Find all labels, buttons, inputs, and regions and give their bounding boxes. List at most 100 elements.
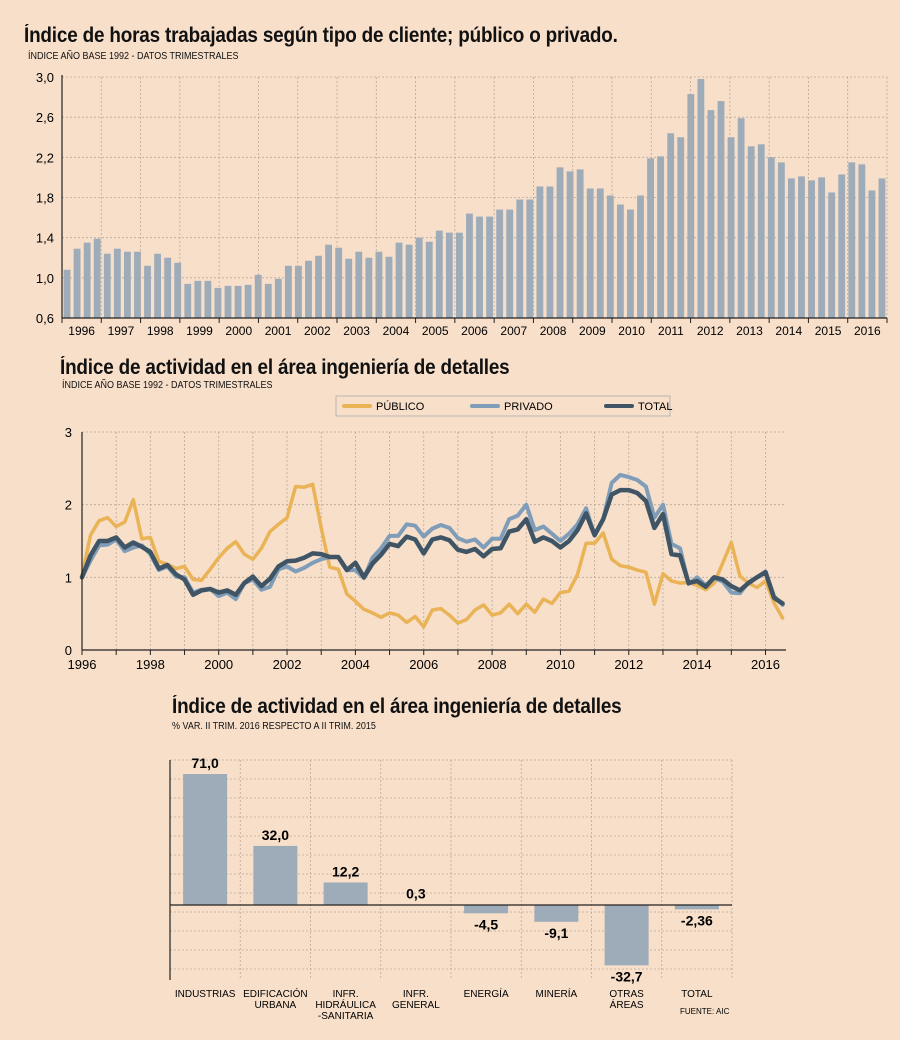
chart3-data-label: -2,36 xyxy=(681,912,713,928)
chart1-x-tick-label: 1997 xyxy=(108,324,135,338)
chart1-x-tick-label: 1998 xyxy=(147,324,174,338)
chart1-bar xyxy=(355,251,363,318)
chart1-bar xyxy=(848,162,856,318)
chart1-bar xyxy=(496,209,504,318)
chart3-category-label: URBANA xyxy=(255,1000,297,1011)
chart1-bar xyxy=(63,269,71,318)
chart1-bar xyxy=(284,265,292,318)
chart1-x-tick-label: 2010 xyxy=(618,324,645,338)
chart3-bar xyxy=(253,845,298,905)
chart1-bar xyxy=(798,176,805,318)
chart1-bar xyxy=(113,248,121,318)
chart1-bar xyxy=(234,285,242,318)
chart1-bar xyxy=(174,262,182,318)
chart3-title: Índice de actividad en el área ingenierí… xyxy=(172,695,622,718)
chart1-y-tick-label: 2,6 xyxy=(36,110,54,125)
chart1-bar xyxy=(375,251,383,318)
chart1-bar xyxy=(123,251,131,318)
chart3-data-label: 0,3 xyxy=(406,885,426,901)
chart1-bar xyxy=(224,285,232,318)
chart3-category-label: MINERÍA xyxy=(536,987,578,1000)
chart1-bar xyxy=(627,209,634,318)
chart3-bar xyxy=(323,882,368,905)
chart1-bar xyxy=(83,242,91,318)
chart1-bar xyxy=(747,146,755,318)
chart2-x-tick-label: 2002 xyxy=(273,657,302,672)
chart1-y-tick-label: 1,0 xyxy=(36,271,54,286)
chart3-category-label: ENERGÍA xyxy=(464,987,509,1000)
chart1-bar xyxy=(556,167,564,318)
chart2-x-tick-label: 1998 xyxy=(136,657,165,672)
chart1-bar xyxy=(325,244,333,318)
chart1-bar xyxy=(637,195,644,318)
chart1-bar xyxy=(385,256,393,318)
chart1-x-tick-label: 2004 xyxy=(383,324,410,338)
chart3-subtitle: % VAR. II TRIM. 2016 RESPECTO A II TRIM.… xyxy=(172,721,376,732)
chart1-bar xyxy=(395,242,403,318)
chart1-bar xyxy=(878,178,886,318)
chart3-category-label: INDUSTRIAS xyxy=(175,989,236,1000)
chart2-legend-label: PRIVADO xyxy=(504,401,553,413)
chart2-x-tick-label: 2008 xyxy=(478,657,507,672)
chart2-title: Índice de actividad en el área ingenierí… xyxy=(60,356,510,379)
chart1-bar xyxy=(164,257,172,318)
chart2-x-tick-label: 2004 xyxy=(341,657,370,672)
chart1-bar xyxy=(455,232,463,318)
chart1-y-tick-label: 2,2 xyxy=(36,150,54,165)
chart1-bar xyxy=(345,258,353,318)
chart3-bar xyxy=(674,905,719,910)
chart1-bar xyxy=(596,188,604,318)
chart3-category-label: INFR. xyxy=(403,989,429,1000)
chart2-y-tick-label: 0 xyxy=(65,643,72,658)
chart3-data-label: -32,7 xyxy=(611,968,643,984)
chart1-bar xyxy=(93,238,101,318)
chart2-series-line-público xyxy=(80,482,785,629)
chart1-bar xyxy=(606,195,614,318)
chart1-bar xyxy=(466,213,473,318)
chart2-x-tick-label: 2014 xyxy=(683,657,712,672)
chart1-bar xyxy=(616,204,624,318)
chart1-bar xyxy=(486,216,494,318)
chart1-bar xyxy=(244,284,252,318)
chart3-bar xyxy=(604,905,649,966)
chart1-bar xyxy=(476,216,483,318)
chart1-bar xyxy=(425,241,433,318)
chart3-bar xyxy=(534,905,579,922)
chart1-x-tick-label: 2014 xyxy=(775,324,802,338)
chart3-bar xyxy=(464,905,509,914)
chart1-x-tick-label: 2007 xyxy=(500,324,527,338)
chart1-bar xyxy=(435,230,443,318)
chart1-x-tick-label: 2003 xyxy=(343,324,370,338)
chart3-category-label: ÁREAS xyxy=(610,998,644,1011)
chart1-subtitle: ÍNDICE AÑO BASE 1992 - DATOS TRIMESTRALE… xyxy=(28,51,239,62)
chart1-bar xyxy=(264,283,272,318)
chart1-bar xyxy=(657,156,665,318)
chart1-bar xyxy=(405,244,413,318)
chart2-series-line-total xyxy=(79,487,785,606)
chart1-y-tick-label: 1,4 xyxy=(36,231,54,246)
chart2-x-tick-label: 1996 xyxy=(68,657,97,672)
chart1-bar xyxy=(73,248,81,318)
chart3-category-label: HIDRÁULICA xyxy=(315,998,376,1011)
chart3-data-label: 32,0 xyxy=(262,827,289,843)
chart1-bar xyxy=(858,164,866,318)
chart1-y-tick-label: 0,6 xyxy=(36,311,54,326)
chart1-bar xyxy=(214,287,222,318)
chart3-category-label: INFR. xyxy=(333,989,359,1000)
chart1-bar xyxy=(566,171,574,318)
chart1-bar xyxy=(737,118,745,318)
chart1-x-tick-label: 1999 xyxy=(186,324,213,338)
chart1-bar xyxy=(868,190,876,318)
chart1-bar xyxy=(305,260,312,318)
chart1-bar xyxy=(818,177,826,318)
chart2-y-tick-label: 1 xyxy=(65,570,72,585)
chart1-bar xyxy=(365,257,373,318)
chart2-x-tick-label: 2016 xyxy=(751,657,780,672)
chart1-x-tick-label: 2006 xyxy=(461,324,488,338)
chart1-y-tick-label: 1,8 xyxy=(36,191,54,206)
chart1-bar xyxy=(194,280,202,318)
chart2-x-tick-label: 2006 xyxy=(409,657,438,672)
chart1-bar xyxy=(838,174,846,318)
